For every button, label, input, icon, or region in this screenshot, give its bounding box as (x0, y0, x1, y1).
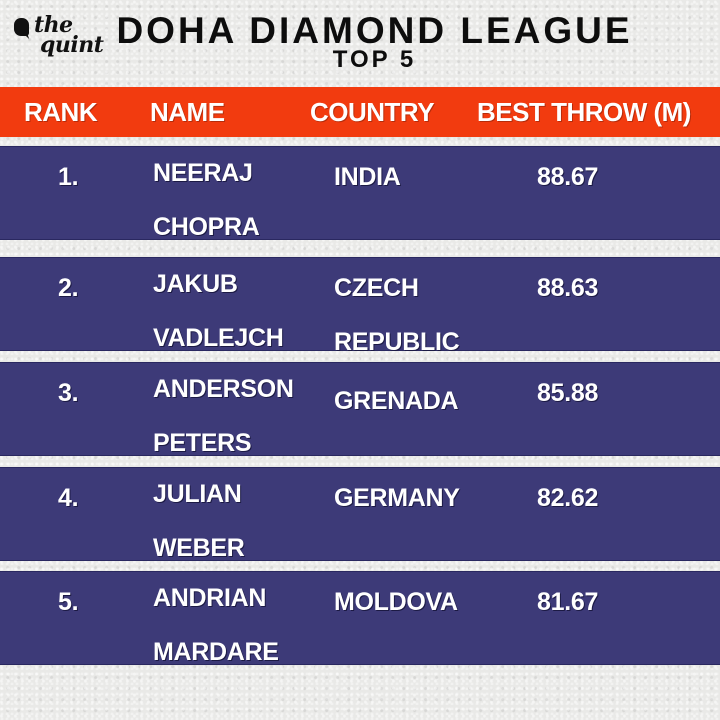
table-row: 1. NEERAJ CHOPRA INDIA 88.67 (0, 146, 720, 241)
name-cell-last: PETERS (153, 429, 252, 457)
name-cell-first: JAKUB (153, 270, 238, 298)
table-row: 3. ANDERSON PETERS GRENADA 85.88 (0, 362, 720, 457)
country-cell: MOLDOVA (334, 588, 458, 616)
page-title: DOHA DIAMOND LEAGUE (116, 10, 633, 51)
name-cell-first: JULIAN (153, 480, 242, 508)
name-cell-first: ANDERSON (153, 375, 294, 403)
table-header: RANK NAME COUNTRY BEST THROW (M) (0, 87, 720, 137)
country-cell: GERMANY (334, 484, 460, 512)
table-row: 4. JULIAN WEBER GERMANY 82.62 (0, 467, 720, 562)
column-header-rank: RANK (24, 97, 98, 127)
column-header-name: NAME (150, 97, 225, 127)
country-cell: INDIA (334, 163, 401, 191)
best-throw-cell: 85.88 (537, 379, 599, 407)
column-header-best-throw: BEST THROW (M) (477, 97, 691, 127)
rank-cell: 1. (58, 163, 79, 191)
the-quint-logo: the quint (14, 12, 104, 64)
speech-bubble-icon (14, 18, 29, 36)
rank-cell: 2. (58, 274, 79, 302)
rank-cell: 4. (58, 484, 79, 512)
logo-text-the: the (34, 12, 73, 38)
name-cell-last: VADLEJCH (153, 324, 284, 352)
country-cell: CZECH (334, 274, 419, 302)
best-throw-cell: 82.62 (537, 484, 599, 512)
rank-cell: 5. (58, 588, 79, 616)
page-subtitle: TOP 5 (332, 46, 417, 73)
name-cell-first: NEERAJ (153, 159, 253, 187)
country-cell-line2: REPUBLIC (334, 328, 460, 356)
country-cell: GRENADA (334, 387, 459, 415)
table-row: 2. JAKUB VADLEJCH CZECH REPUBLIC 88.63 (0, 257, 720, 356)
rank-cell: 3. (58, 379, 79, 407)
table-row: 5. ANDRIAN MARDARE MOLDOVA 81.67 (0, 571, 720, 666)
name-cell-last: WEBER (153, 534, 245, 562)
best-throw-cell: 88.67 (537, 163, 599, 191)
column-header-country: COUNTRY (310, 97, 435, 127)
name-cell-last: MARDARE (153, 638, 279, 666)
logo-text-quint: quint (40, 32, 104, 58)
best-throw-cell: 81.67 (537, 588, 599, 616)
best-throw-cell: 88.63 (537, 274, 599, 302)
name-cell-first: ANDRIAN (153, 584, 267, 612)
name-cell-last: CHOPRA (153, 213, 260, 241)
